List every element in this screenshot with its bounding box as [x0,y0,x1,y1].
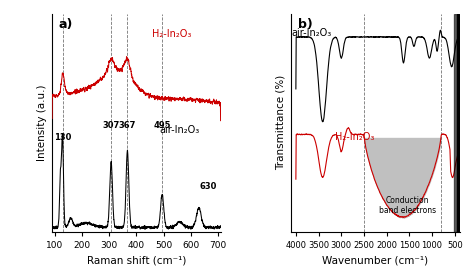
Y-axis label: Intensity (a.u.): Intensity (a.u.) [36,85,46,161]
Text: a): a) [59,18,73,31]
Bar [454,14,456,232]
Text: 367: 367 [118,121,136,130]
Text: 495: 495 [154,121,171,130]
Text: H₂-In₂O₃: H₂-In₂O₃ [152,29,191,39]
Bar [456,14,459,232]
Text: Conduction
band electrons: Conduction band electrons [379,196,436,215]
Text: air-In₂O₃: air-In₂O₃ [292,28,332,38]
X-axis label: Wavenumber (cm⁻¹): Wavenumber (cm⁻¹) [322,255,428,265]
Text: b): b) [298,18,313,31]
X-axis label: Raman shift (cm⁻¹): Raman shift (cm⁻¹) [87,255,186,265]
Y-axis label: Transmittance (%): Transmittance (%) [276,75,286,170]
Text: 307: 307 [102,121,120,130]
Text: air-In₂O₃: air-In₂O₃ [160,125,200,135]
Text: 130: 130 [55,133,72,142]
Text: 630: 630 [200,182,217,191]
Text: H₂-In₂O₃: H₂-In₂O₃ [335,132,374,142]
